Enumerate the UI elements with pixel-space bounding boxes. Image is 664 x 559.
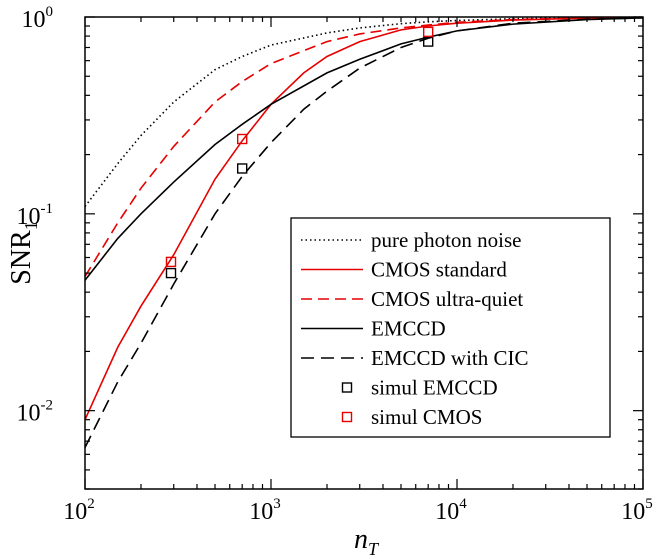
- legend-label-3: CMOS ultra-quiet: [371, 287, 523, 311]
- series-line-4: [84, 17, 644, 281]
- x-tick-label-1: 102: [63, 496, 95, 525]
- plot-area-frame: [84, 16, 644, 490]
- legend-label-4: EMCCD: [371, 317, 446, 341]
- x-tick-label-4: 105: [621, 496, 653, 525]
- x-tick-label-2: 103: [249, 496, 281, 525]
- series-markers: [165, 26, 434, 279]
- marker-1-point-1: [165, 267, 177, 279]
- series-lines: [84, 16, 644, 448]
- marker-2-point-3: [422, 26, 434, 38]
- legend-swatch-7: [341, 411, 353, 423]
- marker-1-point-2: [236, 163, 248, 174]
- x-axis-label: nT: [354, 524, 380, 559]
- y-axis-label: SNR1: [6, 221, 41, 284]
- legend-label-7: simul CMOS: [371, 405, 482, 429]
- y-tick-label-3: 100: [22, 4, 54, 33]
- x-tick-label-3: 104: [435, 496, 467, 525]
- series-line-2: [84, 16, 644, 421]
- x-axis-label-text: nT: [354, 524, 380, 559]
- legend-label-5: EMCCD with CIC: [371, 346, 529, 370]
- series-line-3: [84, 16, 644, 277]
- marker-2-point-1: [165, 256, 177, 268]
- legend: pure photon noise CMOS standard CMOS ultra…: [290, 217, 611, 438]
- y-axis-label-text: SNR1: [6, 221, 41, 284]
- legend-label-2: CMOS standard: [371, 258, 507, 282]
- legend-label-6: simul EMCCD: [371, 376, 498, 400]
- legend-label-1: pure photon noise: [371, 228, 521, 252]
- series-line-5: [84, 17, 644, 448]
- legend-box: [290, 217, 611, 438]
- series-line-1: [84, 16, 644, 207]
- legend-swatch-6: [341, 382, 353, 393]
- y-tick-label-1: 10-2: [17, 398, 54, 427]
- marker-2-point-2: [236, 133, 248, 145]
